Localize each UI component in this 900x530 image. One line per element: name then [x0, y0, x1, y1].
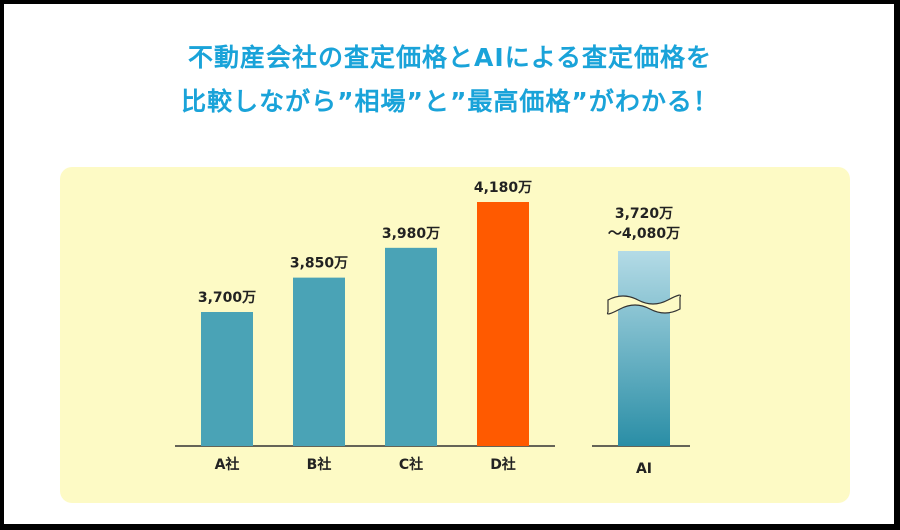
category-label-4: D社	[490, 456, 516, 473]
chart-panel	[60, 167, 850, 503]
category-label-ai: AI	[636, 461, 652, 477]
ai-range-label-min: 3,720万	[615, 206, 673, 222]
ai-range-label-max: 〜4,080万	[608, 226, 680, 242]
value-label-3: 3,980万	[382, 226, 440, 242]
category-label-2: B社	[307, 456, 332, 473]
value-label-2: 3,850万	[290, 256, 348, 272]
ai-range-bar	[618, 251, 670, 446]
value-label-1: 3,700万	[198, 290, 256, 306]
value-label-4: 4,180万	[474, 180, 532, 196]
category-label-1: A社	[215, 456, 240, 473]
category-label-3: C社	[399, 456, 423, 473]
bar-1	[201, 312, 253, 446]
bar-2	[293, 277, 345, 446]
headline-line-1: 不動産会社の査定価格とAIによる査定価格を	[188, 43, 712, 72]
headline-line-2: 比較しながら”相場”と”最高価格”がわかる！	[181, 87, 719, 116]
axis-break-mark	[606, 294, 682, 315]
bar-4	[477, 202, 529, 446]
bar-3	[385, 247, 437, 446]
